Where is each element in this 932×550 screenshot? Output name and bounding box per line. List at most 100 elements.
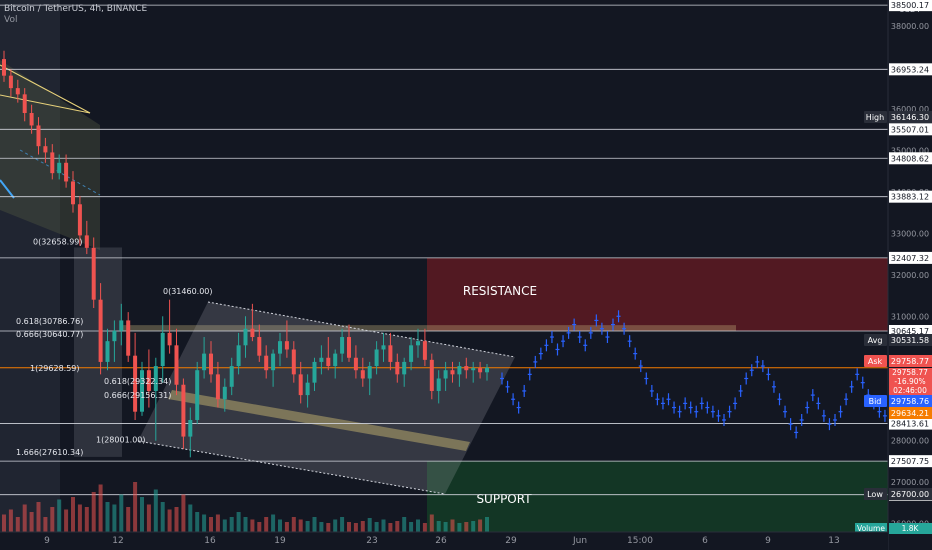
price-marker-avg: Avg 30531.58 xyxy=(864,334,932,346)
volume-bar xyxy=(215,514,220,532)
marker-price-box xyxy=(889,111,932,123)
marker-tag-text: Bid xyxy=(869,397,882,406)
candle-body xyxy=(91,247,96,300)
candle-body xyxy=(471,368,476,371)
y-tick-label: 32000.00 xyxy=(891,271,929,280)
candle-body xyxy=(222,386,227,400)
marker-tag-text: Low xyxy=(867,490,883,499)
level-tag-box xyxy=(889,0,932,12)
fib-label: 0.618(30786.76) xyxy=(16,317,83,326)
candle-body xyxy=(360,370,365,379)
support-zone xyxy=(427,461,888,532)
fib-label: 1.666(27610.34) xyxy=(16,448,83,457)
fan-line xyxy=(0,64,91,114)
volume-bar xyxy=(84,507,89,532)
volume-bar xyxy=(312,517,317,532)
candle-body xyxy=(43,146,48,153)
candle-body xyxy=(381,345,386,350)
price-marker-high: High 36146.30 xyxy=(864,111,932,123)
volume-bar xyxy=(57,499,62,532)
resistance-zone xyxy=(427,257,888,332)
candle-body xyxy=(305,382,310,396)
candle-body xyxy=(367,366,372,379)
volume-bar xyxy=(195,512,200,532)
volume-bar xyxy=(305,521,310,532)
candle-body xyxy=(326,357,331,367)
candle-body xyxy=(181,384,186,437)
volume-bar xyxy=(22,504,27,532)
x-tick-label: 23 xyxy=(366,536,377,546)
level-price-tag: 27507.75 xyxy=(889,455,932,468)
marker-price-text: 29758.77 xyxy=(891,357,929,366)
candle-body xyxy=(215,374,220,400)
candle-body xyxy=(236,345,241,367)
volume-bar xyxy=(243,517,248,532)
candle-body xyxy=(319,357,324,362)
candle-body xyxy=(374,349,379,367)
x-tick-label: 12 xyxy=(112,536,123,546)
level-price-tag: 28413.61 xyxy=(889,417,932,430)
candle-body xyxy=(429,359,434,391)
channel-mid-band xyxy=(168,390,470,451)
candle-body xyxy=(264,355,269,371)
volume-bar xyxy=(112,504,117,532)
symbol-title[interactable]: Bitcoin / TetherUS, 4h, BINANCE xyxy=(4,4,148,14)
marker-price-box xyxy=(889,488,932,500)
candle-body xyxy=(77,204,82,236)
candle-body xyxy=(153,366,158,391)
y-tick-label: 38000.00 xyxy=(891,22,929,31)
level-tag-box xyxy=(889,123,932,136)
level-tag-text: 36953.24 xyxy=(891,65,929,74)
marker-price-box xyxy=(889,395,932,407)
candle-body xyxy=(395,361,400,375)
volume-bar xyxy=(98,484,103,532)
candle-body xyxy=(133,355,138,412)
candle-body xyxy=(284,341,289,350)
candle-body xyxy=(250,328,255,338)
marker-tag-box xyxy=(864,334,887,346)
volume-indicator-label[interactable]: Vol xyxy=(4,15,18,25)
volume-bar xyxy=(409,522,414,532)
volume-bar xyxy=(464,522,469,532)
x-tick-label: 9 xyxy=(44,536,50,546)
level-tag-box xyxy=(889,190,932,203)
marker-tag-box xyxy=(864,488,887,500)
candle-body xyxy=(195,370,200,420)
volume-bar xyxy=(188,504,193,532)
candle-body xyxy=(188,419,193,437)
fib-label: 0.666(29156.31) xyxy=(104,391,171,400)
level-price-tag: 34808.62 xyxy=(889,152,932,165)
price-marker-low: Low 26700.00 xyxy=(864,488,932,500)
candle-body xyxy=(174,345,179,385)
price-change-text: -16.90% xyxy=(894,377,925,386)
volume-bar xyxy=(36,502,41,532)
candle-body xyxy=(71,181,75,205)
candle-body xyxy=(298,374,303,396)
last-price-block: 29758.77-16.90%02:46:00 xyxy=(889,368,932,395)
candle-body xyxy=(464,366,469,371)
x-tick-label: 13 xyxy=(828,536,839,546)
volume-bar xyxy=(119,494,124,532)
volume-bar xyxy=(15,517,20,532)
candle-body xyxy=(146,370,151,391)
level-tag-box xyxy=(889,417,932,430)
level-tag-text: 32407.32 xyxy=(891,254,929,263)
candle-body xyxy=(36,125,41,147)
candle-body xyxy=(402,361,407,375)
volume-bar xyxy=(353,523,358,532)
candle-body xyxy=(436,378,441,391)
volume-bar xyxy=(140,497,144,532)
candle-body xyxy=(409,345,414,362)
y-tick-label: 28000.00 xyxy=(891,437,929,446)
volume-bar xyxy=(153,489,158,532)
volume-bar xyxy=(478,519,483,532)
volume-bar xyxy=(250,519,255,532)
fib-label: 1(29628.59) xyxy=(30,364,80,373)
volume-bar xyxy=(209,517,213,532)
level-price-tag: 33883.12 xyxy=(889,190,932,203)
candle-body xyxy=(64,162,69,182)
candle-body xyxy=(29,113,34,126)
marker-tag-box xyxy=(864,355,887,367)
support-label: SUPPORT xyxy=(476,492,532,506)
